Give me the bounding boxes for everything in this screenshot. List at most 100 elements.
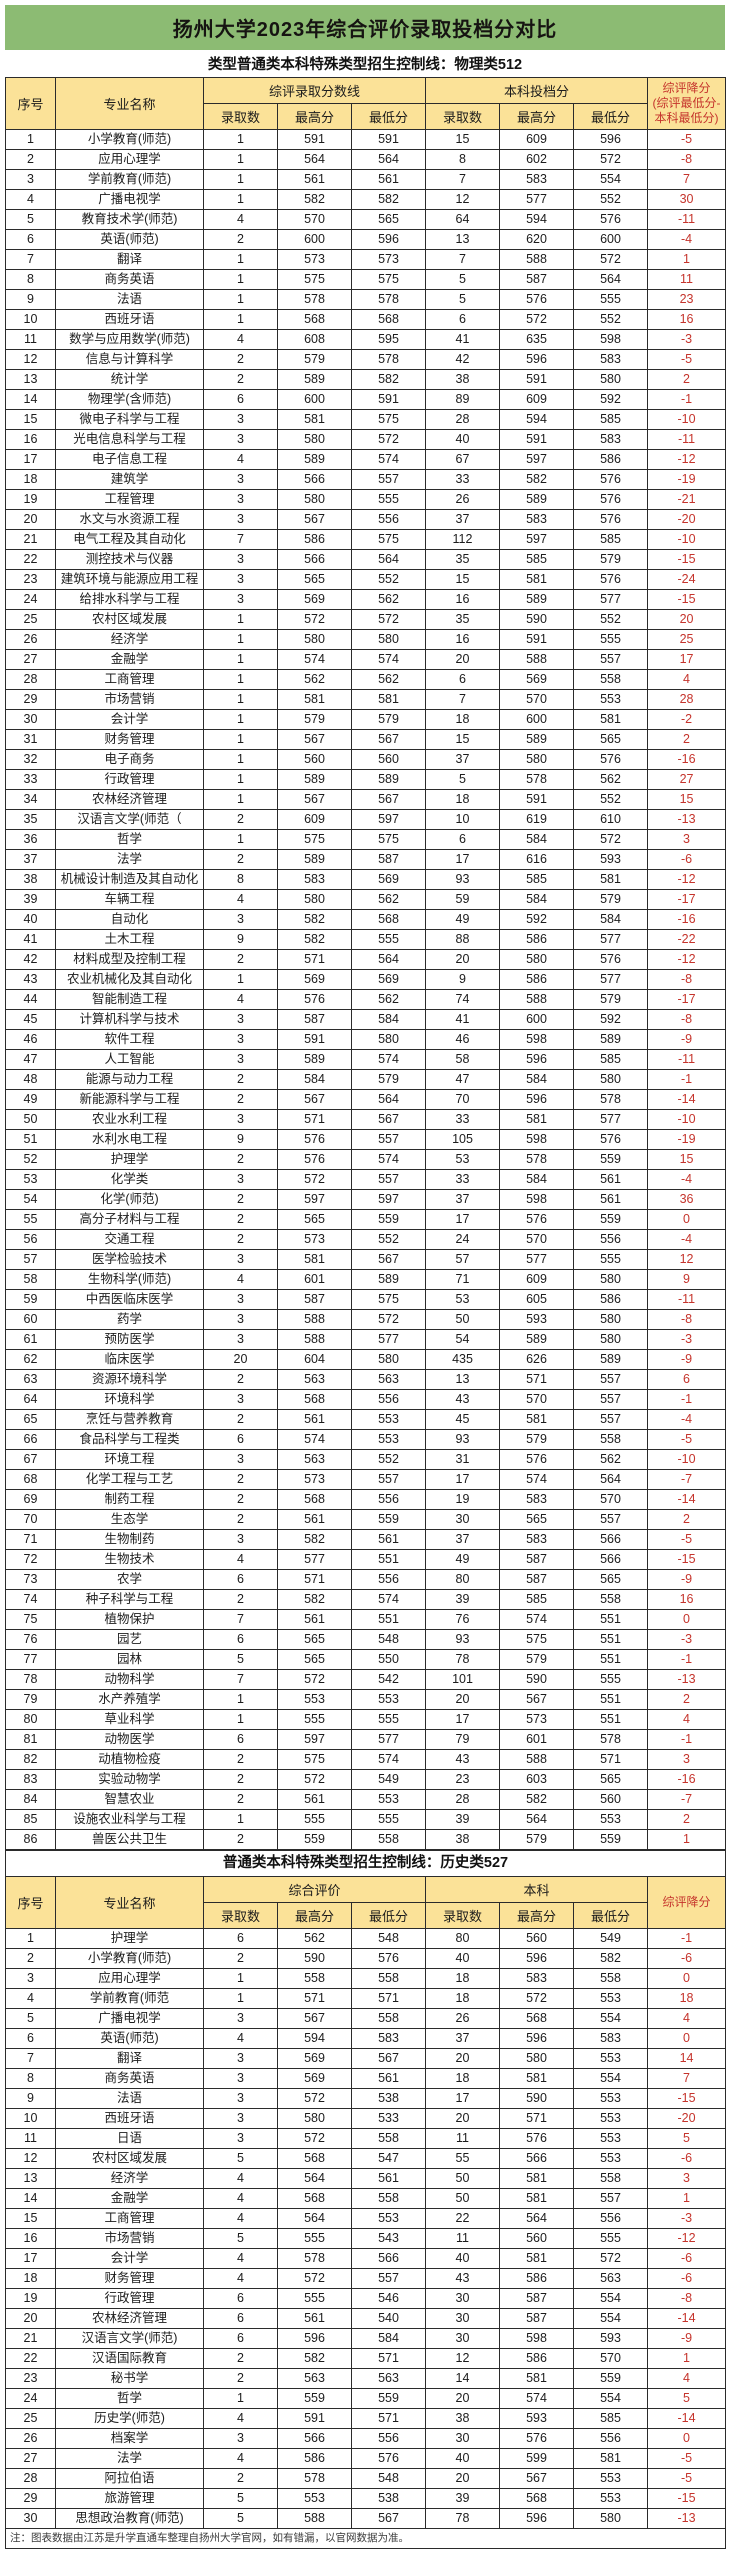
major-cell: 经济学: [55, 2168, 204, 2189]
table-row: 70 生态学 2 561 559 30 565 557 2: [5, 1509, 727, 1530]
score-cell: 553: [351, 1429, 426, 1450]
score-cell: 577: [499, 189, 574, 210]
seq-cell: 61: [5, 1329, 56, 1350]
score-cell: 601: [277, 1269, 352, 1290]
score-cell: 28: [425, 1789, 500, 1810]
score-cell: 31: [425, 1449, 500, 1470]
seq-cell: 78: [5, 1669, 56, 1690]
score-cell: 554: [573, 2308, 648, 2329]
drop-cell: 17: [647, 649, 727, 670]
drop-cell: -8: [646, 2288, 727, 2309]
score-cell: 581: [499, 1409, 574, 1430]
drop-cell: -24: [647, 569, 727, 590]
drop-cell: 16: [647, 309, 727, 330]
score-cell: 2: [203, 1489, 278, 1510]
major-cell: 农村区域发展: [55, 609, 204, 630]
score-cell: 609: [499, 129, 574, 150]
subheader-min-score: 最低分: [351, 1902, 426, 1929]
score-cell: 587: [499, 1569, 574, 1590]
seq-cell: 9: [5, 2088, 56, 2109]
seq-cell: 50: [5, 1109, 56, 1130]
score-cell: 6: [203, 1928, 278, 1949]
table-row: 10 西班牙语 3 580 533 20 571 553 -20: [5, 2108, 727, 2129]
score-cell: 556: [351, 2428, 426, 2449]
table-row: 22 汉语国际教育 2 582 571 12 586 570 1: [5, 2348, 727, 2369]
score-cell: 596: [499, 2028, 574, 2049]
score-cell: 568: [351, 309, 426, 330]
table-row: 83 实验动物学 2 572 549 23 603 565 -16: [5, 1769, 727, 1790]
score-cell: 20: [425, 949, 500, 970]
score-cell: 586: [499, 2348, 574, 2369]
drop-cell: -13: [647, 1669, 727, 1690]
score-cell: 542: [351, 1669, 426, 1690]
major-cell: 旅游管理: [55, 2488, 204, 2509]
score-cell: 26: [425, 2008, 500, 2029]
table-row: 63 资源环境科学 2 563 563 13 571 557 6: [5, 1369, 727, 1390]
score-cell: 626: [499, 1349, 574, 1370]
score-cell: 580: [572, 369, 649, 390]
score-cell: 2: [203, 349, 278, 370]
major-cell: 水文与水资源工程: [55, 509, 204, 530]
table-row: 4 学前教育(师范 1 571 571 18 572 553 18: [5, 1988, 727, 2009]
score-cell: 24: [425, 1229, 500, 1250]
score-cell: 575: [277, 269, 352, 290]
score-cell: 2: [203, 1469, 278, 1490]
score-cell: 584: [351, 2328, 426, 2349]
score-cell: 4: [203, 2268, 278, 2289]
seq-cell: 76: [5, 1629, 56, 1650]
score-cell: 58: [425, 1049, 500, 1070]
score-cell: 53: [425, 1289, 500, 1310]
score-cell: 1: [203, 689, 278, 710]
score-cell: 585: [499, 869, 574, 890]
score-cell: 101: [425, 1669, 500, 1690]
score-cell: 40: [425, 2248, 500, 2269]
score-cell: 582: [277, 929, 352, 950]
score-cell: 560: [572, 1789, 649, 1810]
score-cell: 573: [277, 1229, 352, 1250]
score-cell: 589: [277, 769, 352, 790]
score-cell: 577: [351, 1329, 426, 1350]
score-cell: 548: [351, 1928, 426, 1949]
score-cell: 4: [203, 2408, 278, 2429]
drop-cell: -15: [646, 2088, 727, 2109]
seq-cell: 15: [5, 2208, 56, 2229]
score-cell: 571: [351, 2348, 426, 2369]
score-cell: 572: [351, 429, 426, 450]
major-cell: 物理学(含师范): [55, 389, 204, 410]
major-cell: 西班牙语: [55, 309, 204, 330]
seq-cell: 34: [5, 789, 56, 810]
score-cell: 581: [499, 2068, 574, 2089]
score-cell: 576: [351, 2448, 426, 2469]
score-cell: 563: [351, 2368, 426, 2389]
score-cell: 1: [203, 149, 278, 170]
score-cell: 603: [499, 1769, 574, 1790]
score-cell: 37: [425, 509, 500, 530]
score-cell: 1: [203, 609, 278, 630]
drop-cell: 9: [647, 1269, 727, 1290]
table-row: 15 工商管理 4 564 553 22 564 556 -3: [5, 2208, 727, 2229]
score-cell: 565: [351, 209, 426, 230]
drop-cell: -15: [647, 549, 727, 570]
major-cell: 预防医学: [55, 1329, 204, 1350]
seq-cell: 48: [5, 1069, 56, 1090]
drop-cell: -4: [647, 1409, 727, 1430]
score-cell: 562: [572, 1449, 649, 1470]
score-cell: 11: [425, 2128, 500, 2149]
drop-cell: 3: [646, 2168, 727, 2189]
score-cell: 586: [499, 929, 574, 950]
seq-cell: 65: [5, 1409, 56, 1430]
seq-cell: 84: [5, 1789, 56, 1810]
score-cell: 553: [573, 2108, 648, 2129]
table-row: 67 环境工程 3 563 552 31 576 562 -10: [5, 1449, 727, 1470]
seq-cell: 40: [5, 909, 56, 930]
score-cell: 1: [203, 309, 278, 330]
subheader-admit-count: 录取数: [425, 1902, 500, 1929]
major-cell: 植物保护: [55, 1609, 204, 1630]
score-cell: 575: [351, 829, 426, 850]
score-cell: 567: [351, 729, 426, 750]
drop-cell: -13: [647, 809, 727, 830]
score-cell: 574: [499, 1609, 574, 1630]
score-cell: 552: [572, 189, 649, 210]
table-row: 50 农业水利工程 3 571 567 33 581 577 -10: [5, 1109, 727, 1130]
score-cell: 578: [499, 1149, 574, 1170]
